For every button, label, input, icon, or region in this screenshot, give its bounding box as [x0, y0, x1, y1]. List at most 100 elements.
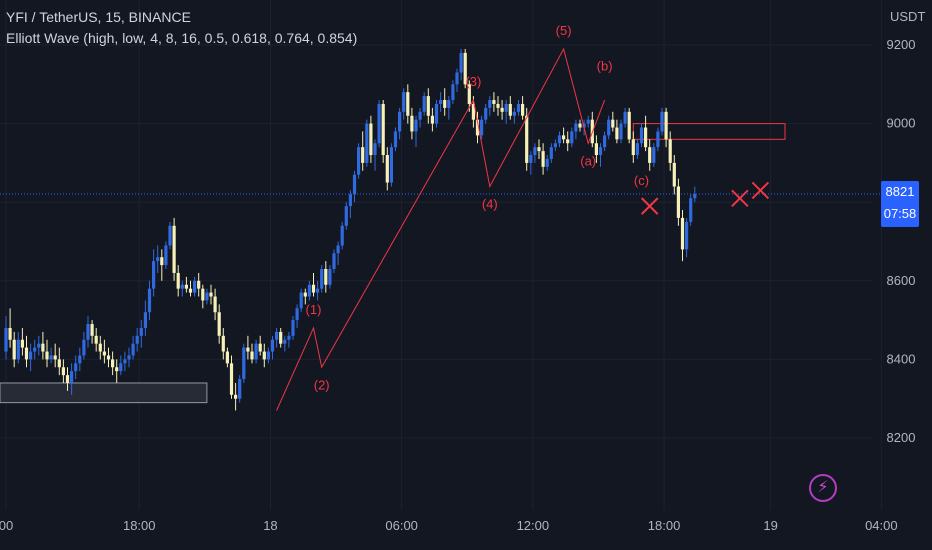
- candle-body: [115, 367, 119, 372]
- candle-body: [557, 135, 562, 144]
- price-tick-label: 8200: [887, 430, 916, 445]
- time-tick-label: 06:00: [385, 518, 418, 533]
- candle-body: [451, 84, 455, 101]
- candle-body: [430, 115, 434, 124]
- candle-body: [418, 111, 422, 120]
- candle-body: [205, 292, 209, 301]
- candle-body: [467, 84, 471, 104]
- candle-body: [102, 351, 106, 356]
- wave-label: (4): [482, 196, 498, 211]
- candle-body: [475, 119, 480, 136]
- cross-marker: [731, 189, 749, 207]
- candle-body: [180, 284, 184, 289]
- candle-body: [480, 119, 484, 136]
- candle-body: [254, 343, 258, 360]
- candle-body: [500, 107, 504, 112]
- candle-body: [70, 371, 74, 383]
- candle-body: [74, 363, 78, 372]
- candle-body: [496, 103, 500, 108]
- candle-body: [57, 359, 61, 368]
- candle-body: [336, 245, 340, 254]
- candle-body: [4, 327, 8, 352]
- candle-body: [660, 111, 664, 132]
- candle-body: [270, 339, 275, 352]
- price-axis[interactable]: 820084008600880090009200: [887, 37, 916, 445]
- candle-body: [12, 339, 16, 360]
- candle-body: [459, 52, 463, 73]
- candle-body: [16, 339, 20, 360]
- wave-label: (5): [556, 23, 572, 38]
- candle-body: [295, 308, 299, 321]
- candle-body: [147, 288, 152, 313]
- candle-body: [471, 103, 475, 120]
- candle-body: [685, 221, 689, 250]
- candle-body: [291, 320, 295, 336]
- candle-body: [463, 52, 467, 85]
- candle-body: [377, 103, 381, 144]
- candle-body: [680, 217, 685, 250]
- candle-body: [135, 335, 139, 344]
- candle-body: [443, 100, 447, 108]
- candle-body: [139, 327, 143, 336]
- candle-body: [332, 253, 336, 270]
- cross-markers-layer: [640, 181, 770, 215]
- candle-body: [24, 347, 29, 360]
- candle-body: [623, 111, 627, 124]
- candle-body: [229, 363, 234, 395]
- time-tick-label: 04:00: [865, 518, 898, 533]
- candle-body: [164, 245, 168, 266]
- candle-body: [324, 269, 328, 285]
- candle-body: [389, 147, 393, 183]
- candle-body: [65, 375, 70, 383]
- price-tick-label: 8400: [887, 351, 916, 366]
- candle-body: [94, 335, 98, 344]
- candle-body: [570, 131, 574, 144]
- candle-body: [225, 351, 229, 364]
- candle-body: [357, 147, 361, 175]
- candle-body: [439, 100, 443, 104]
- candle-body: [20, 339, 24, 348]
- candle-body: [344, 206, 348, 226]
- price-tick-label: 9200: [887, 37, 916, 52]
- candle-body: [340, 225, 344, 246]
- candle-body: [615, 127, 619, 140]
- candle-body: [398, 111, 402, 132]
- candle-body: [525, 115, 529, 163]
- candle-body: [193, 280, 197, 293]
- bar-countdown: 07:58: [883, 206, 917, 221]
- candle-body: [352, 174, 357, 195]
- candle-body: [250, 351, 254, 360]
- symbol-title[interactable]: YFI / TetherUS, 15, BINANCE: [6, 9, 191, 25]
- indicator-legend[interactable]: Elliott Wave (high, low, 4, 8, 16, 0.5, …: [6, 30, 358, 46]
- elliott-wave-layer: (1) (2) (3) (4) (5) (a) (b) (c): [276, 23, 649, 411]
- cross-marker: [751, 181, 770, 200]
- candle-body: [373, 143, 377, 156]
- wave-label: (b): [597, 58, 613, 73]
- candle-body: [504, 103, 508, 112]
- candle-body: [242, 347, 246, 380]
- candle-body: [693, 193, 697, 199]
- candle-body: [275, 331, 279, 340]
- time-axis[interactable]: 00 18:00 18 06:00 12:00 18:00 19 04:00: [0, 518, 898, 533]
- time-tick-label: 00: [0, 518, 13, 533]
- candle-body: [8, 327, 12, 340]
- candle-body: [86, 324, 90, 340]
- candle-body: [656, 131, 660, 148]
- price-tick-label: 8600: [887, 273, 916, 288]
- candle-body: [410, 115, 414, 132]
- candle-body: [562, 135, 566, 140]
- candle-body: [365, 123, 369, 163]
- candle-body: [619, 123, 623, 140]
- wave-label: (3): [465, 74, 481, 89]
- candle-body: [82, 339, 86, 356]
- candle-body: [529, 155, 533, 163]
- candle-body: [201, 288, 205, 301]
- candle-body: [541, 151, 545, 167]
- candle-body: [676, 186, 680, 218]
- lightning-icon[interactable]: ⚡: [809, 474, 837, 502]
- candle-body: [156, 257, 160, 262]
- candle-body: [385, 155, 389, 183]
- wave-label: (1): [306, 302, 322, 317]
- last-price-badge: 8821 07:58: [881, 181, 919, 227]
